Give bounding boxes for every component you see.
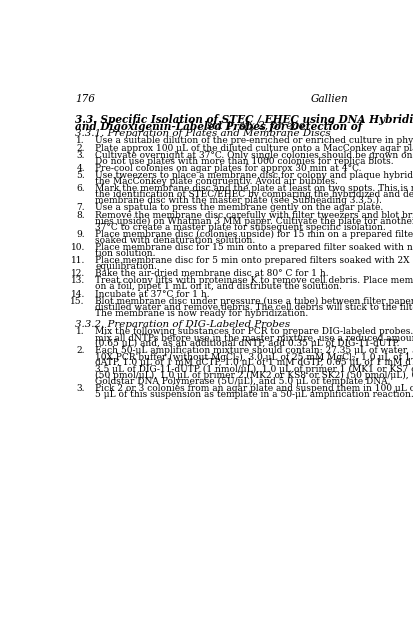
Text: mix all dNTPs before use in the master mixture, use a reduced amount of dTTP: mix all dNTPs before use in the master m… — [95, 333, 413, 342]
Text: 10.: 10. — [71, 243, 85, 252]
Text: Place membrane disc for 15 min onto a prepared filter soaked with neutraliza: Place membrane disc for 15 min onto a pr… — [95, 243, 413, 252]
Text: 13.: 13. — [71, 276, 85, 285]
Text: soaked with denaturation solution.: soaked with denaturation solution. — [95, 236, 255, 244]
Text: 8.: 8. — [76, 211, 85, 220]
Text: 3.3.1. Preparation of Plates and Membrane Discs: 3.3.1. Preparation of Plates and Membran… — [75, 129, 330, 138]
Text: Pre-cool colonies on agar plates for approx 30 min at 4°C.: Pre-cool colonies on agar plates for app… — [95, 164, 361, 173]
Text: 3.3.2. Preparation of DIG-Labeled Probes: 3.3.2. Preparation of DIG-Labeled Probes — [75, 320, 290, 329]
Text: Goldstar DNA Polymerase (5U/μL), and 5.0 μL of template DNA.: Goldstar DNA Polymerase (5U/μL), and 5.0… — [95, 376, 391, 386]
Text: 12.: 12. — [71, 269, 85, 278]
Text: 6.: 6. — [76, 184, 85, 193]
Text: Remove the membrane disc carefully with filter tweezers and blot briefly (colo-: Remove the membrane disc carefully with … — [95, 211, 413, 220]
Text: (0.65 μL) and, as an additional dNTP, add 0.35 μL of DIG-11-dUTP.: (0.65 μL) and, as an additional dNTP, ad… — [95, 339, 399, 348]
Text: 2.: 2. — [76, 346, 85, 355]
Text: Mark the membrane disc and the plate at least on two spots. This is necessary fo: Mark the membrane disc and the plate at … — [95, 184, 413, 193]
Text: 3.3. Specific Isolation of STEC / EHEC using DNA Hybridization: 3.3. Specific Isolation of STEC / EHEC u… — [75, 114, 413, 125]
Text: the MacConkey plate congruently. Avoid air bubbles.: the MacConkey plate congruently. Avoid a… — [95, 177, 338, 186]
Text: and Digoxigenin-Labeled Probes for Detection of: and Digoxigenin-Labeled Probes for Detec… — [75, 120, 366, 132]
Text: Each 50-μL amplification mixture should contain: 27.35 μL of water, 5.0 μL of: Each 50-μL amplification mixture should … — [95, 346, 413, 355]
Text: Treat colony lifts with proteinase K to remove cell debris. Place membrane disc: Treat colony lifts with proteinase K to … — [95, 276, 413, 285]
Text: on a foil, pipet 1 mL on it, and distribute the solution.: on a foil, pipet 1 mL on it, and distrib… — [95, 282, 342, 291]
Text: equilibration.: equilibration. — [95, 262, 157, 271]
Text: 7.: 7. — [76, 204, 85, 212]
Text: 14.: 14. — [71, 289, 85, 298]
Text: Do not use plates with more than 1000 colonies for replica blots.: Do not use plates with more than 1000 co… — [95, 157, 394, 166]
Text: the identification of STEC/EHEC by comparing the hybridized and developed: the identification of STEC/EHEC by compa… — [95, 190, 413, 199]
Text: stx 1, stx 2, or eae: stx 1, stx 2, or eae — [207, 120, 305, 131]
Text: Use a spatula to press the membrane gently on the agar plate.: Use a spatula to press the membrane gent… — [95, 204, 383, 212]
Text: Blot membrane disc under pressure (use a tube) between filter paper, soaked in: Blot membrane disc under pressure (use a… — [95, 297, 413, 306]
Text: 3.: 3. — [76, 383, 85, 393]
Text: 5 μL of this suspension as template in a 50-μL amplification reaction.: 5 μL of this suspension as template in a… — [95, 390, 413, 399]
Text: 4.: 4. — [76, 164, 85, 173]
Text: 5.: 5. — [76, 171, 85, 180]
Text: 10X PCR buffer (without MgCl₂), 3.0 μL of 25 mM MgCl₂, 1.0 μL of 1 mM: 10X PCR buffer (without MgCl₂), 3.0 μL o… — [95, 353, 413, 362]
Text: 3.: 3. — [76, 150, 85, 160]
Text: 11.: 11. — [71, 256, 85, 265]
Text: Gallien: Gallien — [311, 93, 349, 104]
Text: 176: 176 — [75, 93, 95, 104]
Text: Use a suitable dilution of the pre-enriched or enriched culture in physiological: Use a suitable dilution of the pre-enric… — [95, 136, 413, 145]
Text: membrane disc with the master plate (see Subheading 3.3.5.).: membrane disc with the master plate (see… — [95, 196, 382, 205]
Text: Bake the air-dried membrane disc at 80° C for 1 h.: Bake the air-dried membrane disc at 80° … — [95, 269, 329, 278]
Text: 1.: 1. — [76, 327, 85, 336]
Text: Place membrane disc for 5 min onto prepared filters soaked with 2X SSC for: Place membrane disc for 5 min onto prepa… — [95, 256, 413, 265]
Text: Incubate at 37°C for 1 h.: Incubate at 37°C for 1 h. — [95, 289, 210, 298]
Text: Pick 2 or 3 colonies from an agar plate and suspend them in 100 μL of water. Use: Pick 2 or 3 colonies from an agar plate … — [95, 383, 413, 393]
Text: The membrane is now ready for hybridization.: The membrane is now ready for hybridizat… — [95, 308, 308, 317]
Text: 3.5 μL of DIG-11-dUTP (1 nmol/μL), 1.0 μL of primer 1 (MK1 or KS7 or SK1): 3.5 μL of DIG-11-dUTP (1 nmol/μL), 1.0 μ… — [95, 364, 413, 374]
Text: Place membrane disc (colonies upside) for 15 min on a prepared filter paper: Place membrane disc (colonies upside) fo… — [95, 230, 413, 239]
Text: 9.: 9. — [76, 230, 85, 239]
Text: Plate approx 100 μL of the diluted culture onto a MacConkey agar plate.: Plate approx 100 μL of the diluted cultu… — [95, 143, 413, 152]
Text: 1.: 1. — [76, 136, 85, 145]
Text: Use tweezers to place a membrane disc for colony and plaque hybridization onto: Use tweezers to place a membrane disc fo… — [95, 171, 413, 180]
Text: nies upside) on Whatman 3 MM paper. Cultivate the plate for another 2 to 3 h at: nies upside) on Whatman 3 MM paper. Cult… — [95, 216, 413, 226]
Text: Cultivate overnight at 37°C. Only single colonies should be grown on the plate.: Cultivate overnight at 37°C. Only single… — [95, 150, 413, 160]
Text: dATP, 1.0 μL of 1 mM dCTP, 1.0 μL of 1 mM dGTP, 0.65 μL of 1 mM dTTP,: dATP, 1.0 μL of 1 mM dCTP, 1.0 μL of 1 m… — [95, 358, 413, 367]
Text: (50 pmol/μL), 1.0 μL of primer 2 (MK2 or KS8 or SK2) (50 pmol/μL), 0.5 μL: (50 pmol/μL), 1.0 μL of primer 2 (MK2 or… — [95, 371, 413, 380]
Text: distilled water and remove debris. The cell debris will stick to the filter pape: distilled water and remove debris. The c… — [95, 303, 413, 312]
Text: 15.: 15. — [71, 297, 85, 306]
Text: 2.: 2. — [76, 143, 85, 152]
Text: Mix the following substances for PCR to prepare DIG-labeled probes. Do not: Mix the following substances for PCR to … — [95, 327, 413, 336]
Text: tion solution.: tion solution. — [95, 249, 156, 258]
Text: 37°C to create a master plate for subsequent specific isolation.: 37°C to create a master plate for subseq… — [95, 223, 386, 232]
